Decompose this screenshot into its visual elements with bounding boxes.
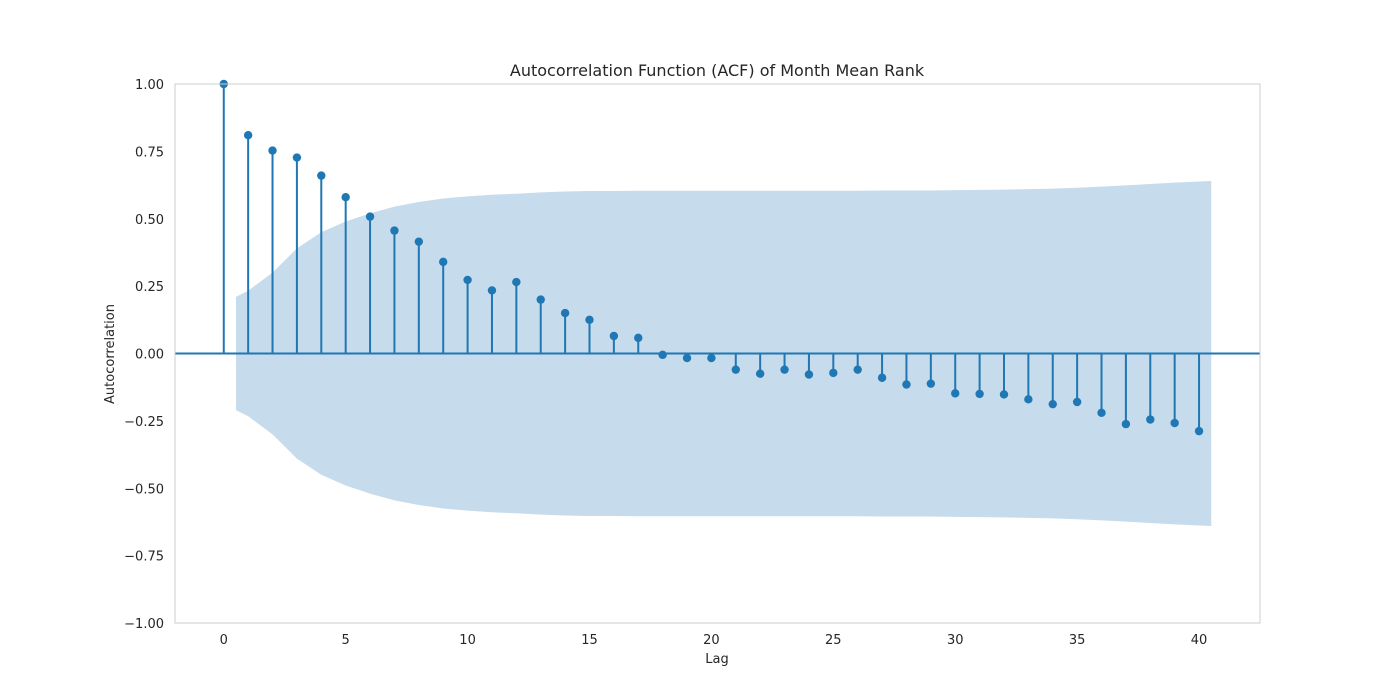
- acf-point: [780, 365, 789, 374]
- acf-point: [317, 171, 326, 180]
- acf-point: [585, 315, 594, 325]
- acf-point: [365, 212, 375, 221]
- acf-point: [1024, 395, 1033, 404]
- x-tick-label: 10: [459, 633, 476, 648]
- acf-point: [853, 365, 862, 374]
- acf-point: [1048, 399, 1057, 409]
- acf-point: [414, 237, 424, 246]
- acf-point: [1121, 419, 1131, 429]
- y-tick-label: −0.25: [124, 415, 164, 430]
- x-tick-label: 40: [1191, 633, 1208, 648]
- acf-point: [609, 331, 619, 341]
- acf-point: [1170, 418, 1179, 428]
- acf-point: [731, 365, 740, 374]
- acf-point: [951, 389, 960, 398]
- acf-point: [877, 373, 887, 382]
- acf-point: [1097, 408, 1106, 417]
- acf-point: [804, 370, 814, 379]
- y-tick-label: 0.50: [135, 213, 164, 228]
- acf-point: [829, 368, 838, 378]
- acf-point: [999, 390, 1009, 399]
- y-tick-label: −0.50: [124, 482, 164, 497]
- acf-point: [682, 353, 692, 363]
- acf-point: [1146, 415, 1155, 424]
- acf-point: [634, 333, 643, 343]
- acf-point: [1194, 426, 1204, 436]
- plot-frame: [174, 83, 1261, 624]
- acf-point: [975, 389, 984, 399]
- y-tick-label: −0.75: [124, 550, 164, 565]
- acf-point: [341, 192, 350, 202]
- acf-point: [658, 350, 667, 360]
- acf-point: [902, 380, 911, 389]
- acf-point: [243, 131, 253, 140]
- stem-layer: [219, 79, 1204, 436]
- x-tick-label: 30: [947, 633, 964, 648]
- y-tick-label: −1.00: [124, 617, 164, 632]
- x-tick-label: 35: [1069, 633, 1086, 648]
- acf-point: [390, 226, 399, 235]
- chart-title: Autocorrelation Function (ACF) of Month …: [510, 61, 925, 80]
- x-tick-label: 0: [220, 633, 228, 648]
- acf-point: [439, 257, 448, 267]
- acf-point: [560, 308, 570, 318]
- acf-point: [755, 369, 765, 378]
- y-tick-label: 1.00: [135, 78, 164, 93]
- x-tick-label: 25: [825, 633, 842, 648]
- y-axis-label: Autocorrelation: [103, 304, 118, 404]
- acf-point: [536, 295, 545, 304]
- x-tick-labels: 0 5 10 15 20 25 30 35 40: [220, 633, 1208, 648]
- acf-point: [1072, 397, 1082, 407]
- acf-point: [292, 153, 302, 162]
- y-tick-label: 0.75: [135, 145, 164, 160]
- acf-point: [926, 379, 936, 388]
- x-tick-label: 5: [342, 633, 350, 648]
- x-tick-label: 15: [581, 633, 598, 648]
- acf-point: [512, 277, 521, 287]
- acf-point: [268, 146, 277, 155]
- y-tick-label: 0.25: [135, 280, 164, 295]
- y-tick-labels: 1.00 0.75 0.50 0.25 0.00 −0.25 −0.50 −0.75 −1.00: [124, 78, 164, 632]
- x-axis-label: Lag: [705, 652, 728, 667]
- acf-point: [463, 275, 472, 285]
- x-tick-label: 20: [703, 633, 720, 648]
- y-tick-label: 0.00: [135, 348, 164, 363]
- acf-point: [487, 286, 497, 295]
- acf-point: [707, 353, 716, 363]
